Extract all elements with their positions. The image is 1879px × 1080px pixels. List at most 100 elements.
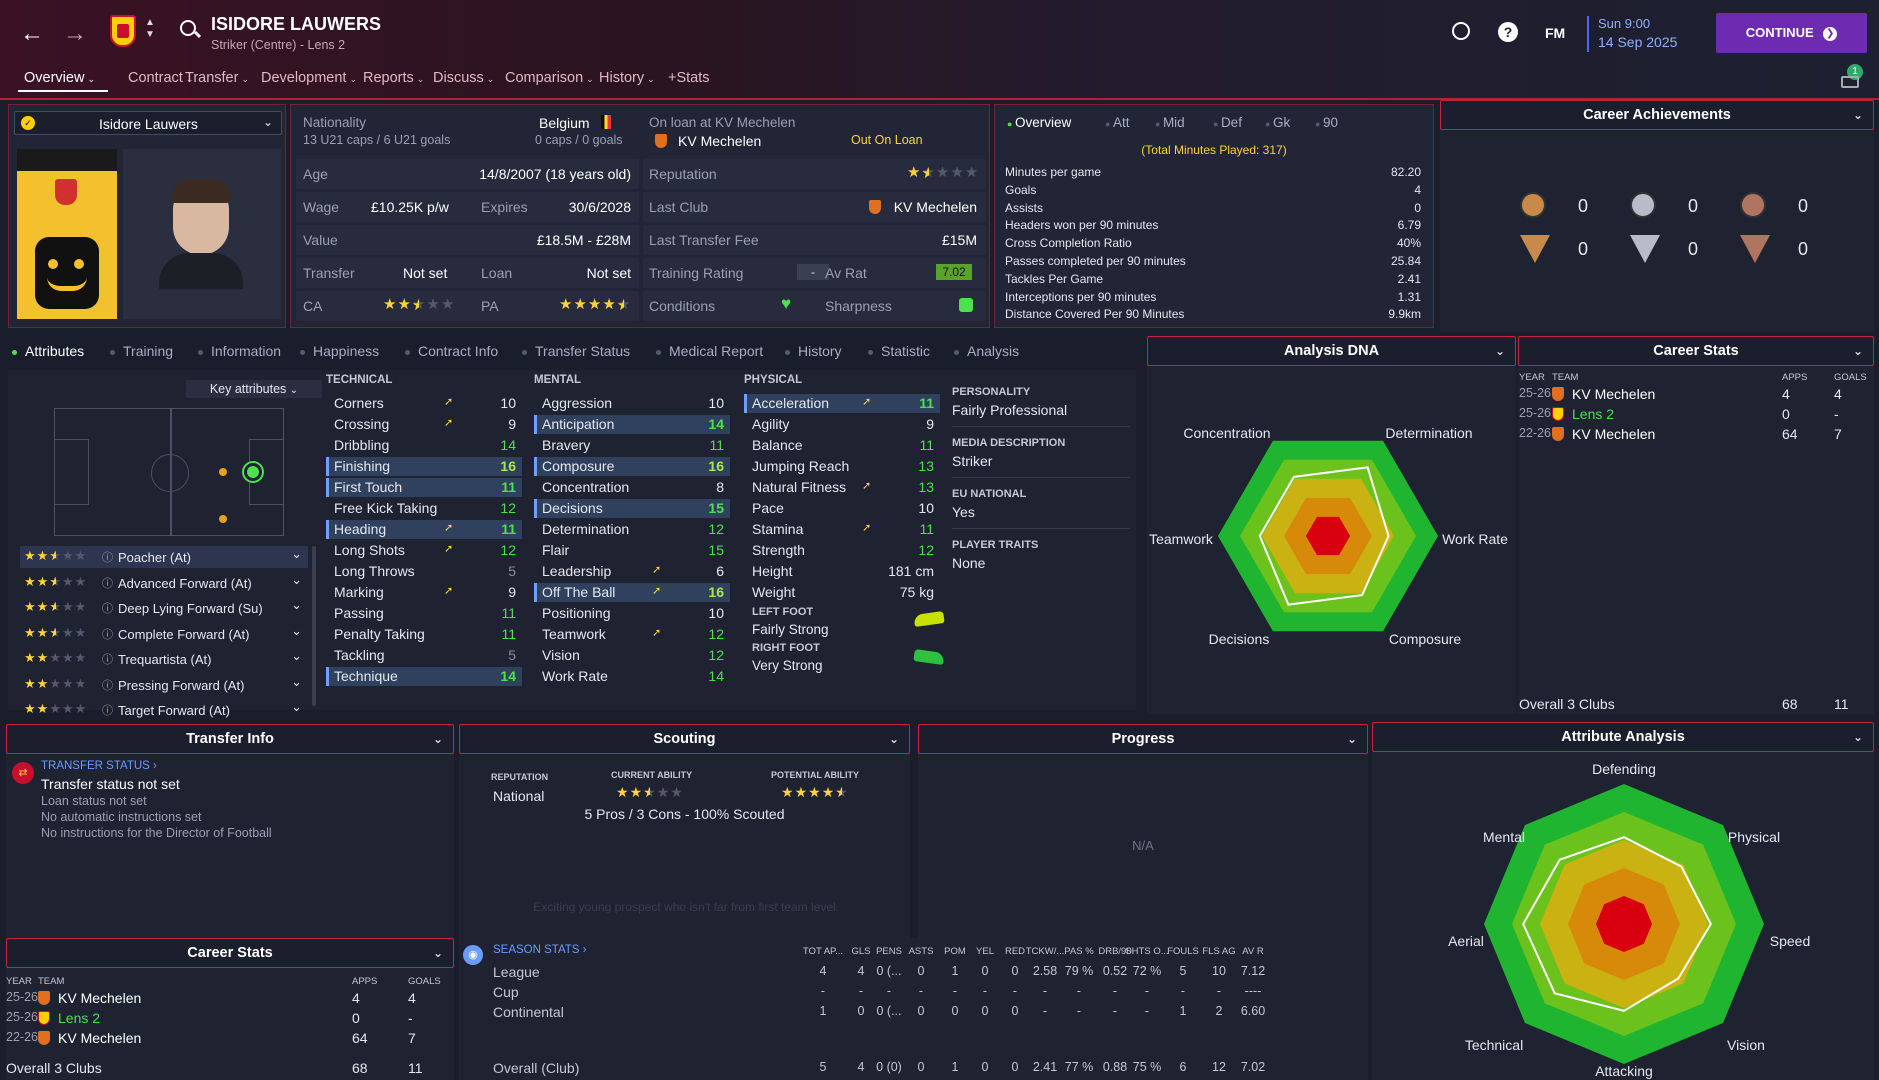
achievement-count: 0 — [1798, 239, 1809, 259]
season-header[interactable]: FLS AG — [1202, 946, 1236, 957]
attribute-name: Technique — [334, 668, 398, 684]
club-crest-icon[interactable] — [110, 15, 136, 47]
age-row — [296, 159, 639, 189]
nav-tab-transfer[interactable]: Transfer ⌄ — [185, 70, 249, 86]
loan-club[interactable]: KV Mechelen — [678, 133, 762, 149]
nav-tab-contract[interactable]: Contract ⌄ — [128, 70, 193, 86]
player-search-icon[interactable] — [1452, 22, 1470, 40]
attribute-name: Pace — [752, 500, 784, 516]
career-team[interactable]: KV Mechelen — [58, 1030, 142, 1046]
radar-axis-label: Speed — [1770, 933, 1810, 949]
subtab-history[interactable]: History — [785, 343, 842, 359]
overview-tab-overview[interactable]: ● Overview — [1007, 115, 1071, 130]
subtab-transferstatus[interactable]: Transfer Status — [522, 343, 630, 359]
season-header[interactable]: SHTS O... — [1125, 946, 1169, 957]
team-crest-icon — [1552, 387, 1564, 401]
subtab-statistic[interactable]: Statistic — [868, 343, 930, 359]
traits-value: None — [952, 555, 986, 571]
subtab-happiness[interactable]: Happiness — [300, 343, 379, 359]
subtab-information[interactable]: Information — [198, 343, 281, 359]
subtab-analysis[interactable]: Analysis — [954, 343, 1019, 359]
season-header[interactable]: FOULS — [1167, 946, 1199, 957]
career-team[interactable]: Lens 2 — [1572, 406, 1615, 422]
season-header[interactable]: TCKW/... — [1025, 946, 1065, 957]
season-header[interactable]: TOT AP... — [802, 946, 844, 957]
career-team[interactable]: Lens 2 — [58, 1010, 101, 1026]
progress-header[interactable]: Progress ⌄ — [918, 724, 1368, 754]
season-header[interactable]: AV R — [1242, 946, 1264, 957]
nav-tab-discuss[interactable]: Discuss ⌄ — [433, 70, 494, 86]
career-achievements-header[interactable]: Career Achievements ⌄ — [1440, 100, 1874, 130]
season-header[interactable]: POM — [944, 946, 966, 957]
star-icon: ★★ — [616, 296, 632, 314]
star-icon: ★ — [24, 548, 37, 563]
transfer-info-header[interactable]: Transfer Info ⌄ — [6, 724, 454, 754]
season-header[interactable]: PENS — [876, 946, 902, 957]
back-icon[interactable]: ← — [20, 20, 44, 47]
season-cell: 6 — [1179, 1060, 1187, 1074]
overview-stat-value: 82.20 — [1390, 165, 1421, 179]
player-selector[interactable]: ✓ Isidore Lauwers ⌄ — [14, 111, 282, 135]
subtab-training[interactable]: Training — [110, 343, 173, 359]
season-header[interactable]: PAS % — [1064, 946, 1094, 957]
career-team[interactable]: KV Mechelen — [58, 990, 142, 1006]
forward-icon[interactable]: → — [63, 20, 87, 47]
transfer-row — [296, 258, 639, 288]
career-goals: - — [408, 1010, 413, 1026]
role-row[interactable]: ★★★★★ ⓘ Target Forward (At) ⌄ — [20, 699, 308, 721]
nav-tab-history[interactable]: History ⌄ — [599, 70, 655, 86]
season-header[interactable]: RED — [1004, 946, 1026, 957]
subtab-attributes[interactable]: Attributes — [12, 343, 84, 359]
season-header[interactable]: GLS — [851, 946, 871, 957]
scouting-header[interactable]: Scouting ⌄ — [459, 724, 910, 754]
chevron-down-icon: ⌄ — [1852, 730, 1863, 744]
value-row — [296, 225, 639, 255]
career-stats-bottom-header[interactable]: Career Stats ⌄ — [6, 938, 454, 968]
nationality-value[interactable]: Belgium — [539, 115, 590, 131]
season-header[interactable]: DRB/90 — [1098, 946, 1132, 957]
role-row[interactable]: ★★★★★ ⓘ Trequartista (At) ⌄ — [20, 648, 308, 670]
overview-tab-att[interactable]: ● Att — [1105, 115, 1129, 130]
attribute-name: Marking — [334, 584, 384, 600]
search-icon[interactable] — [180, 20, 196, 36]
season-stats-link[interactable]: SEASON STATS › — [493, 944, 587, 956]
season-header[interactable]: YEL — [976, 946, 994, 957]
roles-scrollbar[interactable] — [312, 546, 316, 706]
career-stats-header[interactable]: Career Stats ⌄ — [1518, 336, 1874, 366]
lastclub-value[interactable]: KV Mechelen — [893, 199, 977, 215]
subtab-contractinfo[interactable]: Contract Info — [405, 343, 498, 359]
player-card: ✓ Isidore Lauwers ⌄ — [8, 104, 286, 328]
overview-tab-def[interactable]: ● Def — [1213, 115, 1242, 130]
season-cell: - — [982, 984, 988, 998]
key-attributes-dropdown[interactable]: Key attributes ⌄ — [186, 380, 322, 398]
transfer-status-link[interactable]: TRANSFER STATUS › — [41, 760, 157, 772]
subtab-medicalreport[interactable]: Medical Report — [656, 343, 763, 359]
nav-tab-stats[interactable]: +Stats — [668, 70, 710, 86]
analysis-dna-header[interactable]: Analysis DNA ⌄ — [1147, 336, 1516, 366]
fm-logo[interactable]: FM — [1545, 25, 1566, 41]
nav-tab-development[interactable]: Development ⌄ — [261, 70, 357, 86]
help-icon[interactable]: ? — [1498, 22, 1518, 42]
nav-tab-reports[interactable]: Reports ⌄ — [363, 70, 424, 86]
continue-button[interactable]: CONTINUE ❯ — [1716, 13, 1867, 53]
club-switch-icon[interactable]: ▲ ▼ — [145, 17, 155, 40]
overview-tab-mid[interactable]: ● Mid — [1155, 115, 1185, 130]
inbox-icon[interactable] — [1841, 76, 1859, 88]
attribute-analysis-header[interactable]: Attribute Analysis ⌄ — [1372, 722, 1874, 752]
star-icon: ★ — [61, 599, 75, 614]
nav-tab-overview[interactable]: Overview ⌄ — [24, 70, 95, 86]
overview-tab-90[interactable]: ● 90 — [1315, 115, 1338, 130]
career-team[interactable]: KV Mechelen — [1572, 386, 1656, 402]
nav-tab-comparison[interactable]: Comparison ⌄ — [505, 70, 594, 86]
star-icon: ★★ — [49, 548, 62, 563]
role-row[interactable]: ★★★★★ ⓘ Pressing Forward (At) ⌄ — [20, 674, 308, 696]
season-header[interactable]: ASTS — [908, 946, 934, 957]
career-team[interactable]: KV Mechelen — [1572, 426, 1656, 442]
season-cell: 0 (0) — [876, 1060, 902, 1074]
overview-tab-gk[interactable]: ● Gk — [1265, 115, 1290, 130]
career-header-year: YEAR — [1519, 372, 1545, 383]
